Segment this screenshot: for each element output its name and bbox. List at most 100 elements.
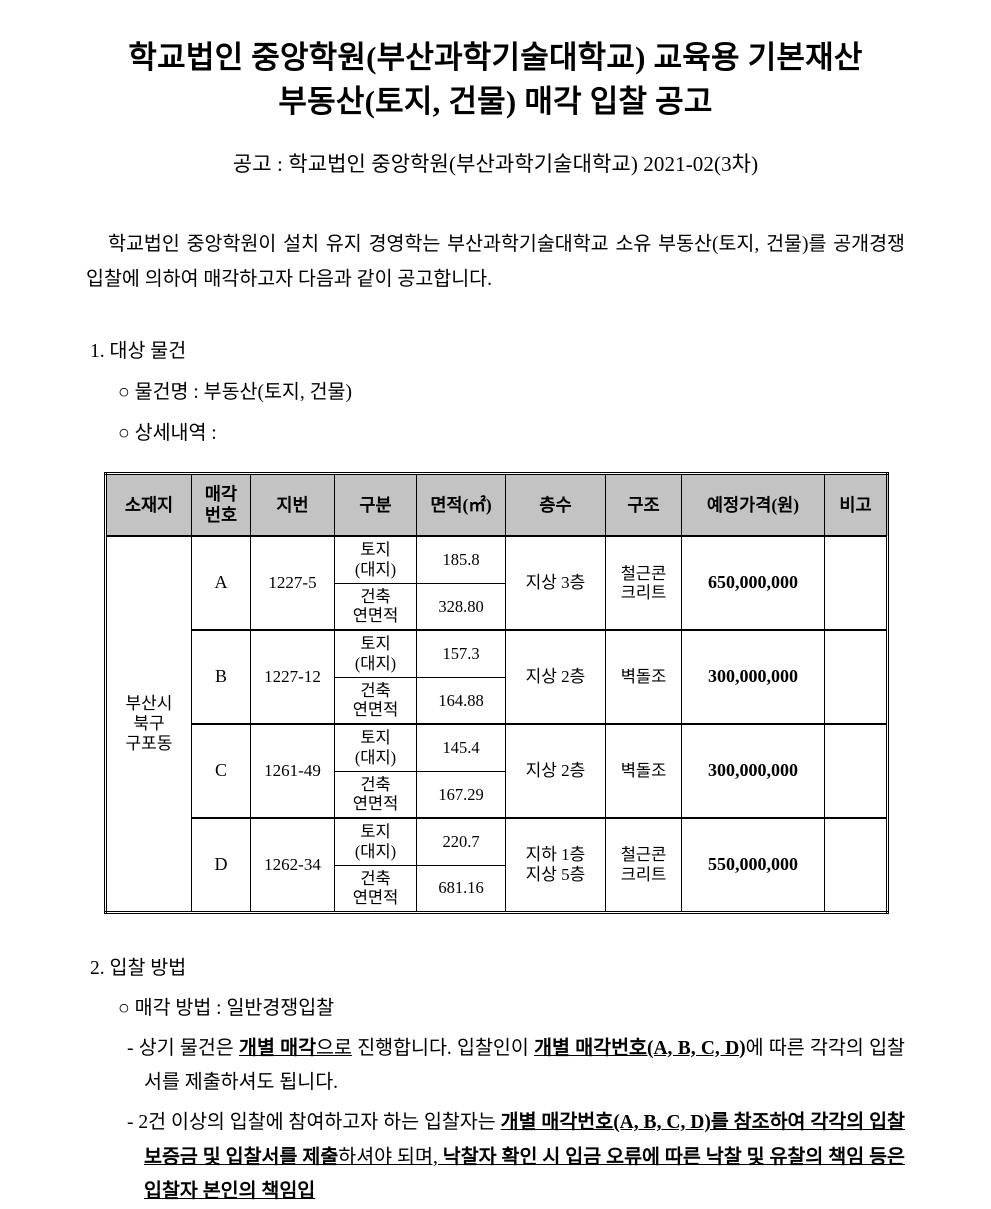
category-building-line2: 연면적: [352, 700, 399, 720]
col-header-sale-number-line2: 번호: [204, 505, 238, 526]
intro-paragraph: 학교법인 중앙학원이 설치 유지 경영학는 부산과학기술대학교 소유 부동산(토…: [86, 234, 905, 290]
category-building-line2: 연면적: [352, 606, 399, 626]
structure-line2: 크리트: [620, 583, 667, 603]
cell-category-land: 토지 (대지): [334, 723, 417, 772]
floors-line1: 지상 2층: [525, 761, 586, 780]
cell-sale-number: B: [191, 629, 251, 725]
cell-sale-number: D: [191, 817, 251, 913]
location-line-1: 부산시: [125, 693, 173, 713]
cell-floors: 지상 3층: [505, 535, 606, 631]
section-1-item-property-name: ○ 물건명 : 부동산(토지, 건물): [118, 381, 352, 403]
category-land-line2: (대지): [354, 559, 397, 579]
page-title: 학교법인 중앙학원(부산과학기술대학교) 교육용 기본재산 부동산(토지, 건물…: [86, 36, 906, 124]
cell-sale-number: A: [191, 535, 251, 631]
cell-category-land: 토지 (대지): [334, 535, 417, 584]
cell-building-area: 328.80: [416, 582, 506, 631]
cell-price: 550,000,000: [681, 817, 825, 913]
table-body: 부산시 북구 구포동 A 1227-5 토지 (대지) 185.8 지상 3층: [105, 535, 888, 913]
title-block: 학교법인 중앙학원(부산과학기술대학교) 교육용 기본재산 부동산(토지, 건물…: [0, 0, 991, 178]
bullet-1-mid: 으로: [316, 1037, 352, 1059]
category-building-line1: 건축: [360, 680, 391, 700]
title-line-1: 학교법인 중앙학원(부산과학기술대학교) 교육용 기본재산: [128, 40, 863, 75]
cell-structure: 철근콘 크리트: [605, 817, 682, 913]
table-header-row: 소재지 매각 번호 지번 구분 면적(㎡) 층수 구조 예정가격(원) 비고: [105, 473, 888, 537]
bullet-2-pre: - 2건 이상의 입찰에 참여하고자 하는 입찰자는: [127, 1112, 501, 1134]
cell-price: 300,000,000: [681, 629, 825, 725]
structure-line1: 벽돌조: [620, 761, 667, 781]
title-line-2: 부동산(토지, 건물) 매각 입찰 공고: [278, 84, 713, 120]
floors-line1: 지상 3층: [525, 573, 586, 592]
category-land-line2: (대지): [354, 841, 397, 861]
col-header-location: 소재지: [105, 473, 192, 537]
cell-note: [824, 535, 888, 631]
col-header-floors: 층수: [505, 473, 606, 537]
cell-structure: 철근콘 크리트: [605, 535, 682, 631]
cell-building-area: 164.88: [416, 676, 506, 725]
cell-floors: 지상 2층: [505, 629, 606, 725]
cell-land-area: 185.8: [416, 535, 506, 584]
section-2-bullet-1: - 상기 물건은 개별 매각으로 진행합니다. 입찰인이 개별 매각번호(A, …: [86, 1032, 905, 1101]
category-building-line1: 건축: [360, 774, 391, 794]
cell-note: [824, 629, 888, 725]
cell-land-area: 157.3: [416, 629, 506, 678]
floors-line2: 지상 5층: [525, 864, 586, 884]
location-line-3: 구포동: [125, 733, 173, 753]
announcement-number: 공고 : 학교법인 중앙학원(부산과학기술대학교) 2021-02(3차): [232, 152, 759, 177]
table-row: D 1262-34 토지 (대지) 220.7 지하 1층 지상 5층 철근콘 …: [106, 817, 888, 913]
cell-note: [824, 723, 888, 819]
bullet-1-mid-2: 진행합니다. 입찰인이: [351, 1037, 535, 1059]
section-2-item-sale-method: ○ 매각 방법 : 일반경쟁입찰: [118, 998, 335, 1020]
col-header-note: 비고: [824, 473, 888, 537]
category-building-line2: 연면적: [352, 794, 399, 814]
cell-category-land: 토지 (대지): [334, 817, 417, 866]
property-table-wrapper: 소재지 매각 번호 지번 구분 면적(㎡) 층수 구조 예정가격(원) 비고: [0, 472, 991, 914]
cell-lot-number: 1227-12: [250, 629, 335, 725]
floors-line1: 지하 1층: [525, 844, 586, 864]
structure-line1: 벽돌조: [620, 667, 667, 687]
cell-structure: 벽돌조: [605, 629, 682, 725]
bullet-1-post: 에 따른 각각의 입찰서를 제출하셔도 됩니다.: [144, 1037, 905, 1093]
cell-lot-number: 1262-34: [250, 817, 335, 913]
cell-category-building: 건축 연면적: [334, 864, 417, 913]
category-land-line1: 토지: [360, 822, 391, 842]
category-land-line2: (대지): [354, 653, 397, 673]
bullet-1-pre: - 상기 물건은: [127, 1037, 239, 1059]
bullet-1-emphasis-1: 개별 매각: [239, 1037, 317, 1059]
section-1: 1. 대상 물건 ○ 물건명 : 부동산(토지, 건물) ○ 상세내역 :: [86, 335, 905, 450]
cell-lot-number: 1227-5: [250, 535, 335, 631]
col-header-lot-number: 지번: [250, 473, 335, 537]
cell-category-building: 건축 연면적: [334, 676, 417, 725]
cell-building-area: 681.16: [416, 864, 506, 913]
floors-line1: 지상 2층: [525, 667, 586, 686]
location-line-2: 북구: [133, 713, 165, 733]
bullet-1-emphasis-2: 개별 매각번호(A, B, C, D): [534, 1037, 746, 1059]
category-building-line2: 연면적: [352, 888, 399, 908]
col-header-price: 예정가격(원): [681, 473, 825, 537]
bullet-2-mid: 하셔야 되며,: [338, 1146, 443, 1168]
category-land-line1: 토지: [360, 634, 391, 654]
cell-floors: 지하 1층 지상 5층: [505, 817, 606, 913]
cell-category-land: 토지 (대지): [334, 629, 417, 678]
category-building-line1: 건축: [360, 586, 391, 606]
cell-land-area: 220.7: [416, 817, 506, 866]
cell-land-area: 145.4: [416, 723, 506, 772]
col-header-structure: 구조: [605, 473, 682, 537]
category-land-line2: (대지): [354, 747, 397, 767]
cell-location: 부산시 북구 구포동: [105, 535, 192, 913]
cell-category-building: 건축 연면적: [334, 582, 417, 631]
table-row: C 1261-49 토지 (대지) 145.4 지상 2층 벽돌조 300,00…: [106, 723, 888, 819]
table-row: 건축 연면적 681.16: [106, 864, 888, 913]
table-row: B 1227-12 토지 (대지) 157.3 지상 2층 벽돌조 300,00…: [106, 629, 888, 725]
cell-sale-number: C: [191, 723, 251, 819]
cell-price: 300,000,000: [681, 723, 825, 819]
section-2-heading: 2. 입찰 방법: [90, 957, 187, 979]
category-building-line1: 건축: [360, 868, 391, 888]
structure-line1: 철근콘: [620, 845, 667, 865]
section-2: 2. 입찰 방법 ○ 매각 방법 : 일반경쟁입찰 - 상기 물건은 개별 매각…: [86, 952, 905, 1209]
cell-structure: 벽돌조: [605, 723, 682, 819]
cell-note: [824, 817, 888, 913]
col-header-area: 면적(㎡): [416, 473, 506, 537]
cell-lot-number: 1261-49: [250, 723, 335, 819]
cell-category-building: 건축 연면적: [334, 770, 417, 819]
table-row: 건축 연면적 164.88: [106, 676, 888, 725]
